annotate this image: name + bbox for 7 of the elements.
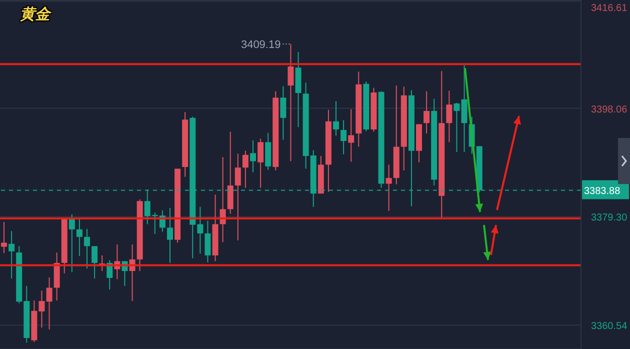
ref-line-label: 3383.88 xyxy=(584,186,621,198)
y-tick-label: 3360.54 xyxy=(591,321,628,332)
annotation: 3409.19 xyxy=(240,38,281,51)
chart-title: 黄金 xyxy=(20,5,50,24)
y-tick-label: 3379.30 xyxy=(591,212,628,224)
y-tick-label: 3416.61 xyxy=(591,3,628,14)
y-tick-label: 3398.06 xyxy=(591,104,628,116)
